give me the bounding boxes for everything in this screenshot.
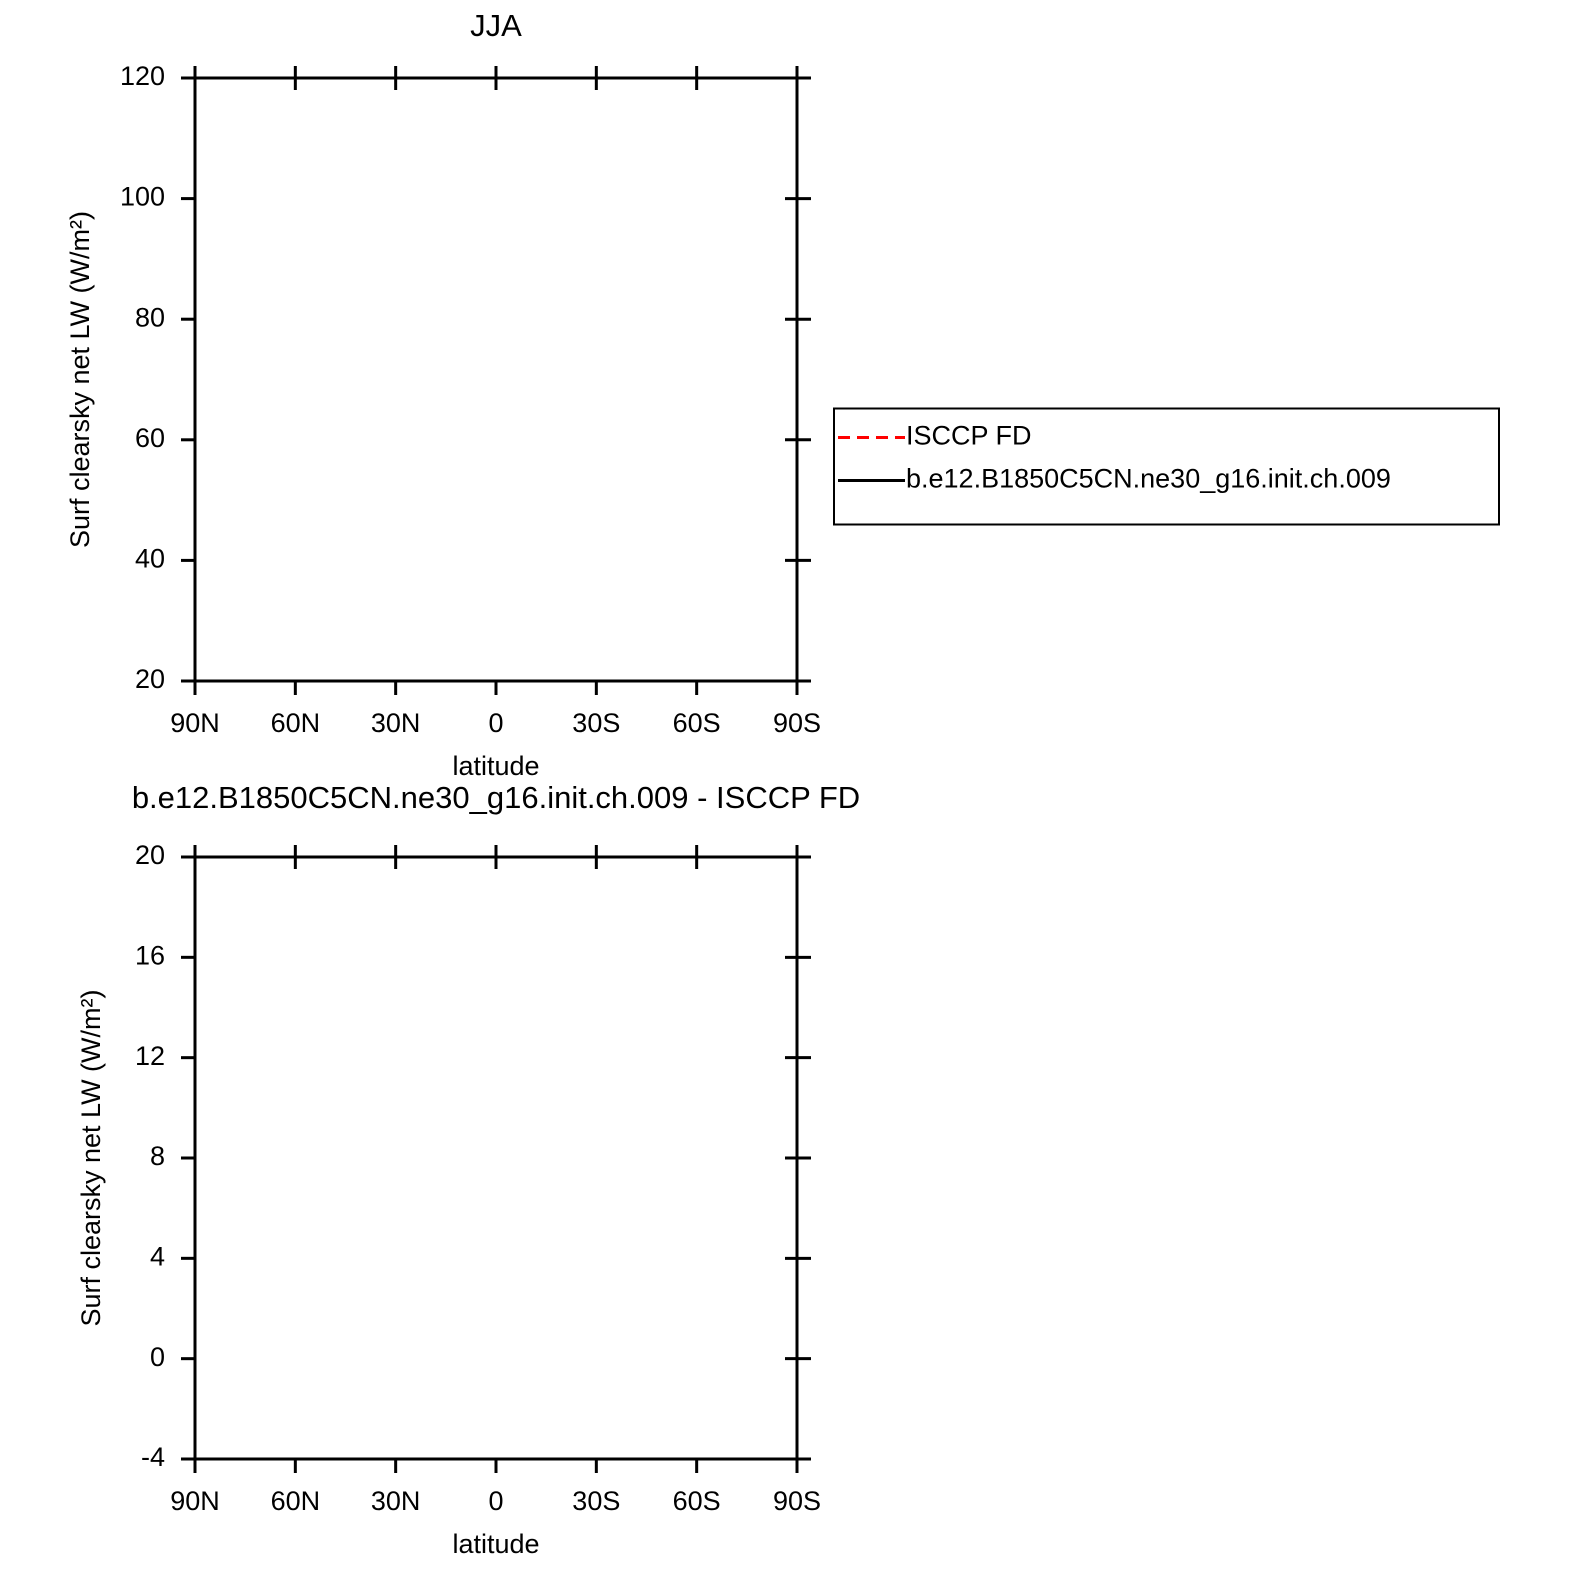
y-tick-label: 80 xyxy=(135,302,165,332)
y-tick-label: -4 xyxy=(141,1442,165,1472)
chart-title: JJA xyxy=(470,8,522,43)
x-tick-label: 90S xyxy=(773,1486,821,1516)
y-axis-label: Surf clearsky net LW (W/m²) xyxy=(76,989,106,1326)
y-tick-label: 4 xyxy=(150,1241,165,1271)
x-tick-label: 90S xyxy=(773,708,821,738)
plot-frame xyxy=(193,855,799,1461)
x-tick-label: 30N xyxy=(371,1486,421,1516)
y-tick-label: 120 xyxy=(120,61,165,91)
y-tick-label: 40 xyxy=(135,544,165,574)
x-tick-label: 60S xyxy=(673,708,721,738)
x-tick-label: 90N xyxy=(170,1486,220,1516)
y-tick-label: 100 xyxy=(120,182,165,212)
y-tick-label: 20 xyxy=(135,840,165,870)
x-tick-label: 60N xyxy=(271,708,321,738)
legend-box xyxy=(833,407,1500,526)
y-tick-label: 12 xyxy=(135,1041,165,1071)
y-tick-label: 8 xyxy=(150,1141,165,1171)
y-tick-label: 16 xyxy=(135,940,165,970)
x-tick-label: 90N xyxy=(170,708,220,738)
x-tick-label: 30S xyxy=(572,1486,620,1516)
plot-frame xyxy=(193,76,799,683)
y-axis-label: Surf clearsky net LW (W/m²) xyxy=(65,211,95,548)
y-tick-label: 0 xyxy=(150,1342,165,1372)
x-axis-label: latitude xyxy=(452,751,539,781)
y-tick-label: 20 xyxy=(135,664,165,694)
legend-label: b.e12.B1850C5CN.ne30_g16.init.ch.009 xyxy=(906,464,1391,494)
y-tick-label: 60 xyxy=(135,423,165,453)
x-tick-label: 30S xyxy=(572,708,620,738)
x-tick-label: 60S xyxy=(673,1486,721,1516)
x-tick-label: 30N xyxy=(371,708,421,738)
x-tick-label: 60N xyxy=(271,1486,321,1516)
legend-label: ISCCP FD xyxy=(906,421,1032,451)
x-tick-label: 0 xyxy=(488,708,503,738)
chart-title: b.e12.B1850C5CN.ne30_g16.init.ch.009 - I… xyxy=(132,780,860,815)
x-tick-label: 0 xyxy=(488,1486,503,1516)
x-axis-label: latitude xyxy=(452,1529,539,1559)
